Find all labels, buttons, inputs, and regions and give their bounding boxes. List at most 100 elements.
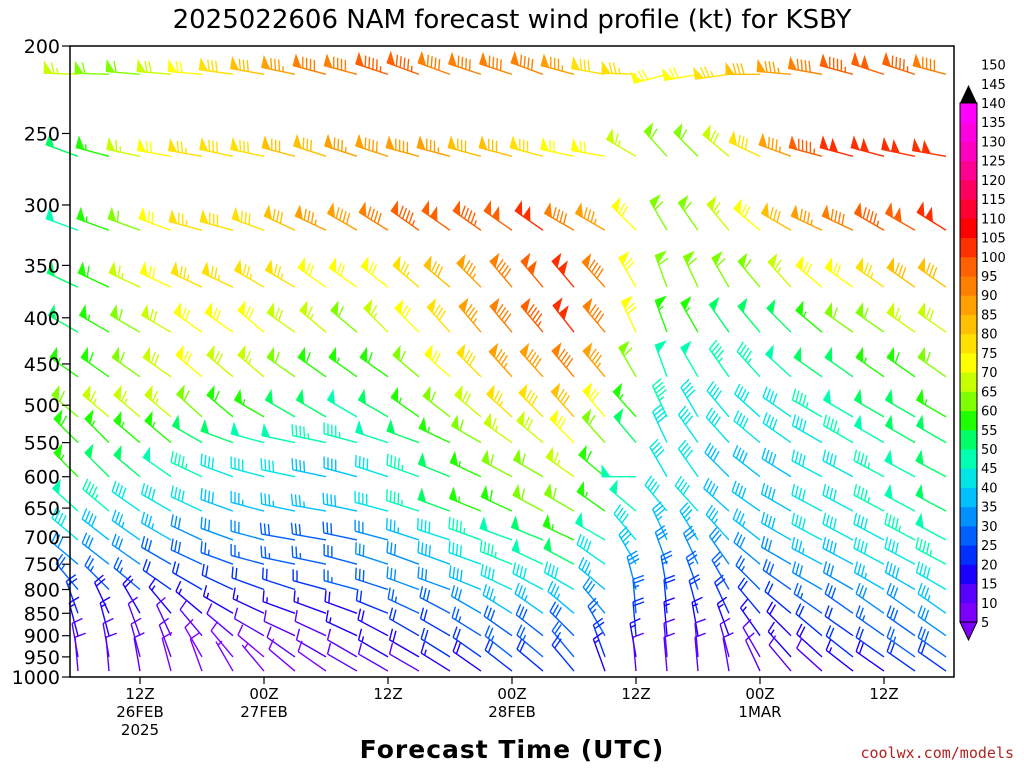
wind-barb bbox=[299, 300, 327, 333]
colorbar-tick-label: 90 bbox=[981, 289, 998, 304]
wind-barb bbox=[677, 194, 699, 231]
wind-barb bbox=[578, 557, 606, 591]
wind-barb bbox=[649, 438, 668, 478]
wind-barb bbox=[643, 122, 668, 157]
wind-barb bbox=[825, 625, 854, 658]
wind-barb bbox=[719, 617, 731, 658]
wind-barb bbox=[613, 408, 637, 444]
colorbar-tick-label: 110 bbox=[981, 212, 1006, 227]
wind-barb bbox=[732, 445, 761, 478]
wind-barb bbox=[514, 200, 544, 231]
y-tick-label: 950 bbox=[24, 647, 60, 669]
colorbar-tick-label: 65 bbox=[981, 385, 998, 400]
wind-barb bbox=[170, 514, 203, 541]
wind-barb bbox=[630, 69, 668, 84]
wind-barb bbox=[53, 443, 79, 478]
wind-barb bbox=[206, 385, 234, 418]
wind-barb bbox=[679, 502, 699, 541]
wind-barb bbox=[760, 482, 792, 512]
wind-barb bbox=[109, 304, 141, 333]
wind-barb bbox=[725, 61, 760, 76]
colorbar-swatch bbox=[960, 160, 977, 181]
wind-barb bbox=[824, 605, 854, 637]
wind-barb bbox=[357, 628, 389, 658]
wind-barb bbox=[385, 135, 420, 158]
wind-barb bbox=[127, 596, 141, 636]
wind-barb bbox=[200, 541, 234, 565]
wind-barb bbox=[198, 57, 234, 76]
wind-barb bbox=[620, 295, 637, 333]
wind-barb bbox=[574, 202, 606, 231]
wind-barb bbox=[855, 605, 885, 637]
wind-barb bbox=[853, 388, 885, 418]
wind-barb bbox=[454, 385, 482, 418]
wind-barb bbox=[618, 526, 637, 565]
wind-barb bbox=[543, 202, 575, 231]
wind-barb bbox=[394, 298, 420, 333]
wind-barb bbox=[328, 257, 358, 288]
wind-barb bbox=[189, 631, 203, 672]
wind-barb bbox=[386, 50, 420, 76]
wind-barb bbox=[199, 209, 234, 231]
wind-barb bbox=[478, 135, 513, 158]
wind-barb bbox=[113, 557, 141, 591]
wind-barb bbox=[795, 300, 823, 333]
wind-barb bbox=[237, 345, 265, 378]
wind-barb bbox=[357, 642, 389, 672]
wind-barb bbox=[76, 206, 110, 231]
wind-barb bbox=[82, 385, 110, 418]
wind-barb bbox=[386, 541, 420, 565]
wind-barb bbox=[447, 135, 482, 158]
wind-barb bbox=[167, 137, 203, 158]
colorbar-swatch bbox=[960, 487, 977, 508]
wind-barb bbox=[419, 607, 451, 637]
wind-barb bbox=[762, 412, 792, 444]
wind-barb bbox=[168, 209, 203, 231]
wind-barb bbox=[654, 295, 668, 333]
wind-barb bbox=[703, 477, 730, 512]
wind-barb bbox=[81, 508, 110, 541]
wind-barb bbox=[550, 382, 575, 418]
wind-barb bbox=[261, 567, 296, 591]
wind-barb bbox=[448, 486, 482, 512]
wind-barb bbox=[231, 206, 265, 231]
wind-barb bbox=[881, 136, 916, 158]
wind-barb bbox=[677, 405, 699, 444]
wind-barb bbox=[359, 346, 389, 378]
wind-barb bbox=[516, 638, 544, 672]
wind-barb bbox=[325, 609, 358, 637]
wind-barb bbox=[911, 137, 947, 158]
colorbar-swatch bbox=[960, 410, 977, 431]
colorbar-swatch bbox=[960, 564, 977, 585]
colorbar-swatch bbox=[960, 583, 977, 604]
wind-barb bbox=[294, 204, 327, 231]
wind-barb bbox=[574, 511, 606, 541]
wind-barb bbox=[551, 635, 575, 672]
colorbar-swatch bbox=[960, 372, 977, 392]
wind-barb bbox=[853, 512, 885, 541]
wind-barb bbox=[742, 618, 761, 658]
wind-barb bbox=[762, 559, 792, 591]
wind-barb bbox=[884, 561, 916, 591]
wind-barb bbox=[822, 483, 854, 512]
wind-barb bbox=[161, 631, 173, 672]
y-tick-label: 500 bbox=[24, 395, 60, 417]
wind-barb bbox=[612, 382, 637, 418]
wind-barb bbox=[230, 421, 265, 444]
wind-barb bbox=[456, 343, 482, 378]
wind-barb bbox=[822, 414, 854, 444]
colorbar-swatch bbox=[960, 256, 977, 277]
wind-barb bbox=[884, 536, 916, 565]
wind-barb bbox=[170, 261, 203, 288]
wind-barb bbox=[237, 624, 265, 658]
wind-barb bbox=[915, 512, 947, 541]
wind-barb bbox=[201, 563, 234, 591]
wind-barb bbox=[626, 550, 640, 590]
wind-barb bbox=[387, 587, 420, 614]
wind-barb bbox=[355, 51, 389, 76]
colorbar-swatch bbox=[960, 314, 977, 335]
wind-barb bbox=[323, 456, 358, 478]
wind-barb bbox=[355, 133, 389, 157]
colorbar-frame bbox=[959, 102, 978, 623]
